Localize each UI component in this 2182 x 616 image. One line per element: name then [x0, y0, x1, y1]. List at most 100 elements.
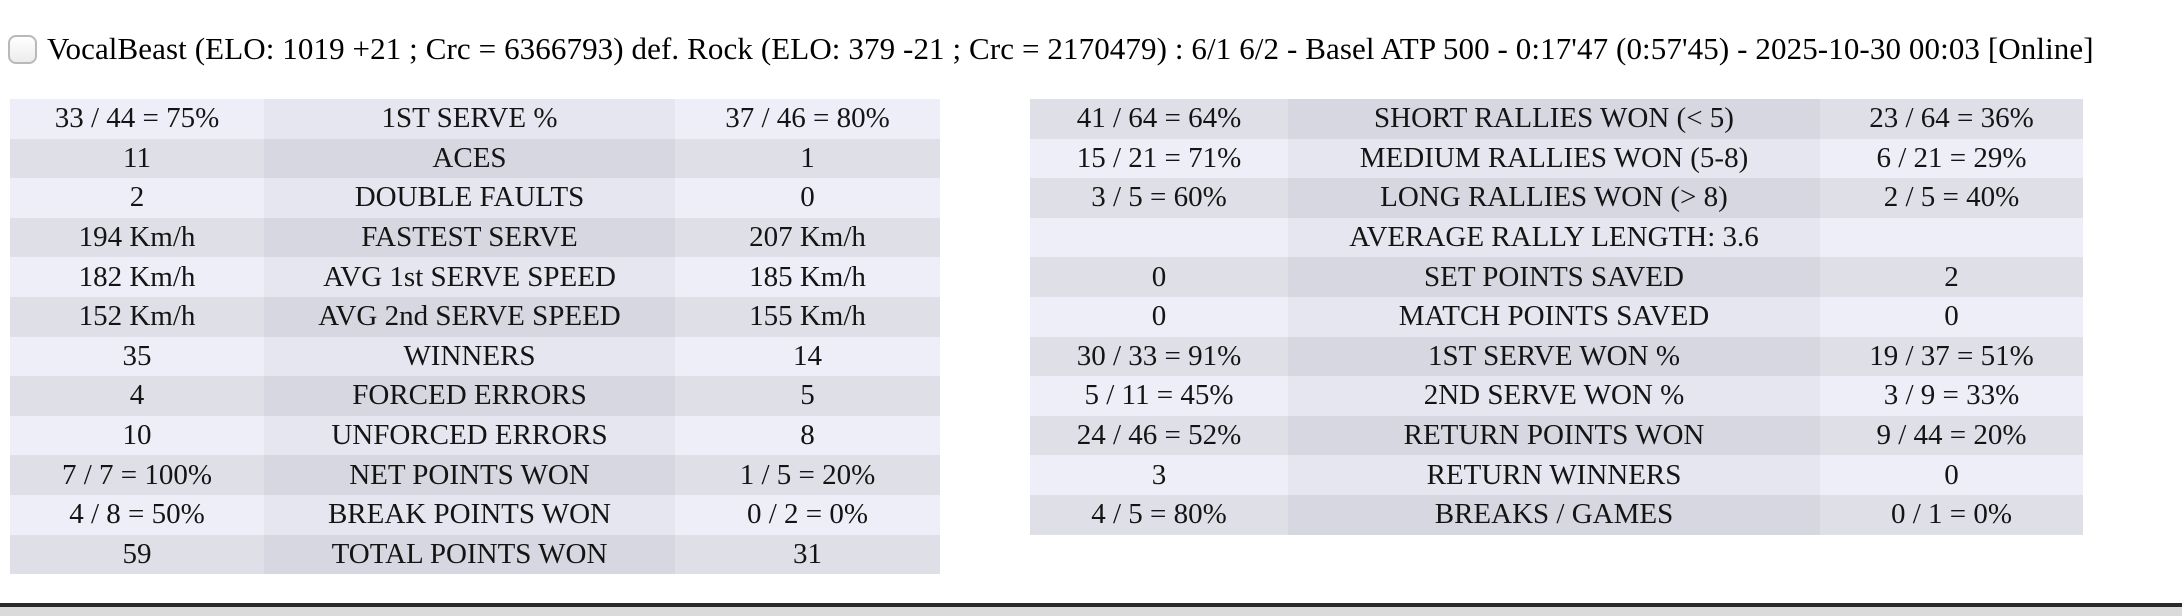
stat-row: 30 / 33 = 91% 1ST SERVE WON % 19 / 37 = 51… — [1030, 336, 2083, 377]
stat-value-player1: 4 / 8 = 50% — [10, 494, 264, 535]
stat-row: 182 Km/h AVG 1st SERVE SPEED 185 Km/h — [10, 257, 940, 297]
stat-row: 59 TOTAL POINTS WON 31 — [10, 534, 940, 575]
stat-row: 3 / 5 = 60% LONG RALLIES WON (> 8) 2 / 5 =… — [1030, 178, 2083, 218]
stat-value-player2: 1 / 5 = 20% — [675, 455, 940, 495]
stat-value-player2: 19 / 37 = 51% — [1820, 336, 2083, 377]
stat-label: AVG 2nd SERVE SPEED — [264, 296, 675, 337]
stat-value-player1: 15 / 21 = 71% — [1030, 138, 1288, 179]
stat-value-player2: 2 / 5 = 40% — [1820, 178, 2083, 218]
stat-value-player2: 185 Km/h — [675, 257, 940, 297]
stat-value-player1: 59 — [10, 534, 264, 575]
stat-value-player1: 4 — [10, 376, 264, 416]
stat-label: RETURN WINNERS — [1288, 455, 1820, 495]
stat-label: FORCED ERRORS — [264, 376, 675, 416]
stat-row: 4 / 8 = 50% BREAK POINTS WON 0 / 2 = 0% — [10, 494, 940, 535]
stat-value-player1: 3 — [1030, 455, 1288, 495]
stat-value-player1: 4 / 5 = 80% — [1030, 494, 1288, 535]
stat-value-player2: 3 / 9 = 33% — [1820, 376, 2083, 416]
stat-value-player1: 30 / 33 = 91% — [1030, 336, 1288, 377]
stat-row: 11 ACES 1 — [10, 138, 940, 179]
stat-label: MATCH POINTS SAVED — [1288, 296, 1820, 337]
stat-value-player2: 1 — [675, 138, 940, 179]
stat-value-player1 — [1030, 217, 1288, 258]
stat-value-player1: 35 — [10, 336, 264, 377]
stat-value-player2: 0 / 1 = 0% — [1820, 494, 2083, 535]
section-divider — [0, 603, 2182, 607]
stat-row: 3 RETURN WINNERS 0 — [1030, 455, 2083, 495]
stat-value-player2 — [1820, 217, 2083, 258]
stat-value-player1: 11 — [10, 138, 264, 179]
stat-label: LONG RALLIES WON (> 8) — [1288, 178, 1820, 218]
stat-value-player1: 182 Km/h — [10, 257, 264, 297]
stat-label: DOUBLE FAULTS — [264, 178, 675, 218]
match-select-checkbox[interactable] — [8, 34, 37, 64]
stat-value-player1: 194 Km/h — [10, 217, 264, 258]
stat-value-player2: 0 / 2 = 0% — [675, 494, 940, 535]
stat-value-player2: 0 — [1820, 455, 2083, 495]
serve-points-stats-table: 33 / 44 = 75% 1ST SERVE % 37 / 46 = 80% 11 A… — [10, 99, 940, 575]
lower-panel-edge — [0, 607, 2182, 616]
stat-value-player1: 24 / 46 = 52% — [1030, 415, 1288, 456]
stat-label: RETURN POINTS WON — [1288, 415, 1820, 456]
stat-row: 7 / 7 = 100% NET POINTS WON 1 / 5 = 20% — [10, 455, 940, 495]
stat-label: ACES — [264, 138, 675, 179]
stat-row: 194 Km/h FASTEST SERVE 207 Km/h — [10, 217, 940, 258]
stat-value-player1: 5 / 11 = 45% — [1030, 376, 1288, 416]
stat-label: BREAK POINTS WON — [264, 494, 675, 535]
stat-value-player1: 7 / 7 = 100% — [10, 455, 264, 495]
stat-label: MEDIUM RALLIES WON (5-8) — [1288, 138, 1820, 179]
stat-value-player2: 23 / 64 = 36% — [1820, 99, 2083, 139]
stat-value-player2: 6 / 21 = 29% — [1820, 138, 2083, 179]
stat-value-player1: 41 / 64 = 64% — [1030, 99, 1288, 139]
stat-label: BREAKS / GAMES — [1288, 494, 1820, 535]
stat-row: 24 / 46 = 52% RETURN POINTS WON 9 / 44 = 2… — [1030, 415, 2083, 456]
stat-label: TOTAL POINTS WON — [264, 534, 675, 575]
stat-row: 2 DOUBLE FAULTS 0 — [10, 178, 940, 218]
stat-value-player1: 2 — [10, 178, 264, 218]
stat-value-player2: 155 Km/h — [675, 296, 940, 337]
stat-row: 4 FORCED ERRORS 5 — [10, 376, 940, 416]
stat-label: 1ST SERVE % — [264, 99, 675, 139]
stat-value-player2: 31 — [675, 534, 940, 575]
stat-value-player1: 33 / 44 = 75% — [10, 99, 264, 139]
stat-row: 10 UNFORCED ERRORS 8 — [10, 415, 940, 456]
stat-label: AVERAGE RALLY LENGTH: 3.6 — [1288, 217, 1820, 258]
stat-label: 1ST SERVE WON % — [1288, 336, 1820, 377]
stat-label: AVG 1st SERVE SPEED — [264, 257, 675, 297]
stat-row: 41 / 64 = 64% SHORT RALLIES WON (< 5) 23 /… — [1030, 99, 2083, 139]
stat-value-player2: 5 — [675, 376, 940, 416]
stat-value-player2: 0 — [675, 178, 940, 218]
stat-row: 35 WINNERS 14 — [10, 336, 940, 377]
stat-row: 15 / 21 = 71% MEDIUM RALLIES WON (5-8) 6 /… — [1030, 138, 2083, 179]
stat-label: SET POINTS SAVED — [1288, 257, 1820, 297]
stat-value-player1: 0 — [1030, 296, 1288, 337]
stat-value-player1: 0 — [1030, 257, 1288, 297]
stat-row: 0 SET POINTS SAVED 2 — [1030, 257, 2083, 297]
stat-value-player2: 207 Km/h — [675, 217, 940, 258]
stat-label: SHORT RALLIES WON (< 5) — [1288, 99, 1820, 139]
stat-row: 152 Km/h AVG 2nd SERVE SPEED 155 Km/h — [10, 296, 940, 337]
stat-value-player1: 10 — [10, 415, 264, 456]
stat-value-player2: 9 / 44 = 20% — [1820, 415, 2083, 456]
stat-value-player2: 2 — [1820, 257, 2083, 297]
stat-value-player2: 14 — [675, 336, 940, 377]
stat-row: 33 / 44 = 75% 1ST SERVE % 37 / 46 = 80% — [10, 99, 940, 139]
stat-label: UNFORCED ERRORS — [264, 415, 675, 456]
stat-row: 4 / 5 = 80% BREAKS / GAMES 0 / 1 = 0% — [1030, 494, 2083, 535]
stat-value-player1: 3 / 5 = 60% — [1030, 178, 1288, 218]
match-result-title: VocalBeast (ELO: 1019 +21 ; Crc = 636679… — [47, 31, 2094, 66]
stat-label: 2ND SERVE WON % — [1288, 376, 1820, 416]
stat-row: AVERAGE RALLY LENGTH: 3.6 — [1030, 217, 2083, 258]
stat-row: 5 / 11 = 45% 2ND SERVE WON % 3 / 9 = 33% — [1030, 376, 2083, 416]
stat-value-player1: 152 Km/h — [10, 296, 264, 337]
stat-label: WINNERS — [264, 336, 675, 377]
stat-label: FASTEST SERVE — [264, 217, 675, 258]
stat-label: NET POINTS WON — [264, 455, 675, 495]
match-result-header: VocalBeast (ELO: 1019 +21 ; Crc = 636679… — [8, 31, 2094, 67]
stat-value-player2: 8 — [675, 415, 940, 456]
rally-return-stats-table: 41 / 64 = 64% SHORT RALLIES WON (< 5) 23 /… — [1030, 99, 2083, 535]
stat-value-player2: 0 — [1820, 296, 2083, 337]
stat-row: 0 MATCH POINTS SAVED 0 — [1030, 296, 2083, 337]
stat-value-player2: 37 / 46 = 80% — [675, 99, 940, 139]
